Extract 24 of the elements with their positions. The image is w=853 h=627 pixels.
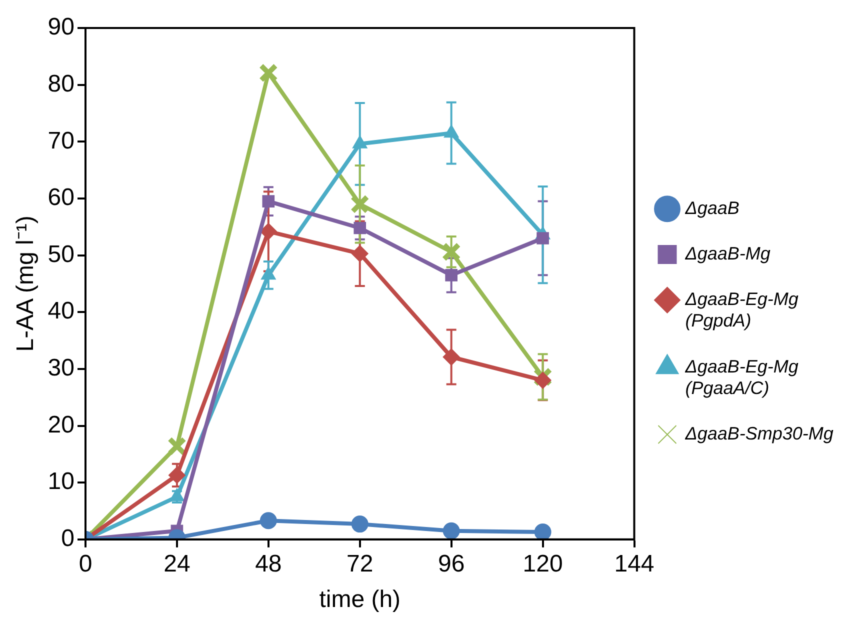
y-tick-label: 40 [48, 298, 74, 325]
x-tick-label: 144 [614, 550, 654, 578]
legend-label: ΔgaaB-Smp30-Mg [684, 424, 834, 444]
x-tick-label: 72 [346, 550, 374, 578]
y-tick-label: 0 [61, 525, 74, 552]
y-axis-title: L-AA (mg l⁻¹) [12, 216, 40, 352]
legend-label: ΔgaaB-Eg-Mg (PgpdA) [684, 289, 798, 331]
x-tick-label: 96 [438, 550, 465, 578]
x-tick-label: 120 [522, 550, 563, 578]
x-tick-label: 48 [255, 550, 282, 578]
y-tick-label: 80 [48, 70, 74, 98]
y-tick-label: 30 [48, 354, 74, 382]
y-tick-label: 50 [48, 240, 74, 268]
legend-label: ΔgaaB-Mg [684, 244, 770, 264]
legend-label: ΔgaaB-Eg-Mg (PgaaA/C) [684, 356, 798, 398]
y-tick-label: 60 [48, 184, 74, 212]
x-tick-label: 24 [164, 550, 190, 578]
x-tick-label: 0 [78, 550, 92, 578]
y-tick-label: 90 [48, 14, 74, 41]
y-tick-label: 20 [48, 411, 74, 438]
legend-label: ΔgaaB [684, 198, 740, 218]
y-tick-label: 70 [48, 127, 74, 154]
x-axis-title: time (h) [319, 586, 401, 614]
y-tick-label: 10 [48, 468, 74, 496]
